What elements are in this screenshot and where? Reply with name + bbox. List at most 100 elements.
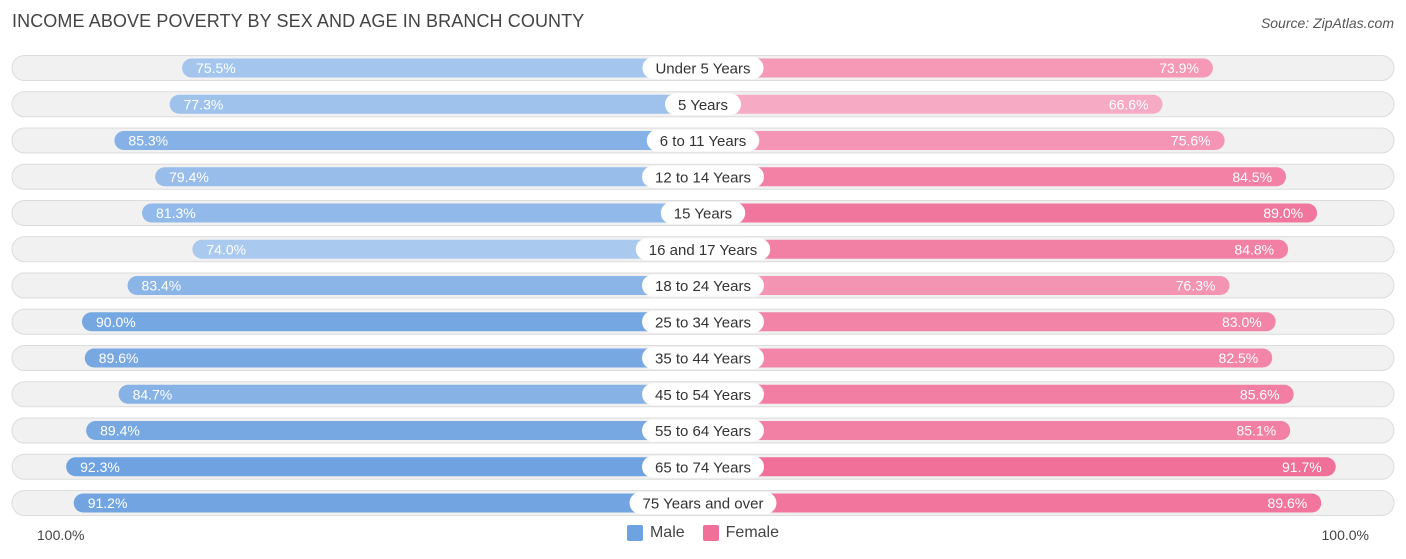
legend-swatch-male bbox=[626, 525, 643, 541]
chart-row: 92.3% 91.7% 65 to 74 Years bbox=[11, 453, 1395, 480]
category-pill bbox=[664, 93, 742, 116]
bar-female[interactable] bbox=[703, 384, 1294, 404]
bar-female[interactable] bbox=[703, 312, 1276, 332]
bar-male[interactable] bbox=[127, 276, 704, 295]
bar-male[interactable] bbox=[169, 94, 703, 114]
value-label-female: 91.7% bbox=[1282, 459, 1322, 475]
bar-female[interactable] bbox=[703, 239, 1289, 259]
bar-male[interactable] bbox=[142, 203, 703, 223]
category-label: 35 to 44 Years bbox=[655, 351, 751, 368]
value-label-female: 84.5% bbox=[1232, 169, 1272, 185]
category-pill bbox=[635, 238, 771, 261]
bar-male[interactable] bbox=[192, 239, 703, 259]
value-label-female: 73.9% bbox=[1159, 60, 1199, 76]
value-label-female: 83.0% bbox=[1222, 314, 1262, 330]
value-label-male: 83.4% bbox=[142, 278, 182, 294]
category-label: 6 to 11 Years bbox=[660, 133, 746, 150]
value-label-female: 66.6% bbox=[1109, 96, 1149, 112]
category-pill bbox=[642, 455, 764, 478]
chart-row: 90.0% 83.0% 25 to 34 Years bbox=[11, 308, 1395, 335]
bar-female[interactable] bbox=[703, 457, 1336, 477]
category-label: 12 to 14 Years bbox=[655, 169, 751, 186]
bar-female[interactable] bbox=[703, 276, 1230, 295]
category-pill bbox=[642, 165, 764, 188]
bar-male[interactable] bbox=[118, 384, 703, 404]
value-label-female: 75.6% bbox=[1171, 133, 1211, 149]
chart-row: 91.2% 89.6% 75 Years and over bbox=[11, 490, 1395, 516]
value-label-female: 85.1% bbox=[1236, 423, 1276, 439]
chart-row: 75.5% 73.9% Under 5 Years bbox=[11, 55, 1395, 81]
chart-row: 79.4% 84.5% 12 to 14 Years bbox=[11, 163, 1395, 190]
chart-row: 81.3% 89.0% 15 Years bbox=[11, 200, 1395, 226]
bar-male[interactable] bbox=[114, 131, 704, 150]
legend-swatch-female bbox=[702, 525, 719, 541]
category-label: 16 and 17 Years bbox=[649, 242, 757, 259]
bar-female[interactable] bbox=[703, 131, 1225, 150]
chart-row: 83.4% 76.3% 18 to 24 Years bbox=[11, 272, 1395, 299]
value-label-female: 89.6% bbox=[1268, 495, 1308, 511]
value-label-female: 85.6% bbox=[1240, 386, 1280, 402]
bar-female[interactable] bbox=[703, 203, 1318, 223]
category-label: 18 to 24 Years bbox=[655, 278, 751, 295]
legend-item-female[interactable]: Female bbox=[702, 524, 780, 542]
category-pill bbox=[642, 383, 764, 406]
category-pill bbox=[642, 347, 764, 369]
category-label: 5 Years bbox=[678, 97, 728, 114]
value-label-male: 85.3% bbox=[128, 133, 168, 149]
bar-female[interactable] bbox=[703, 348, 1273, 368]
category-label: 55 to 64 Years bbox=[655, 423, 751, 440]
bar-male[interactable] bbox=[155, 167, 703, 187]
bar-female[interactable] bbox=[703, 421, 1291, 440]
legend-item-male[interactable]: Male bbox=[626, 524, 685, 542]
category-label: 45 to 54 Years bbox=[655, 387, 751, 404]
category-pill bbox=[642, 274, 764, 297]
category-label: 75 Years and over bbox=[643, 496, 764, 513]
bar-female[interactable] bbox=[703, 58, 1213, 78]
value-label-female: 82.5% bbox=[1219, 350, 1259, 366]
bar-female[interactable] bbox=[703, 167, 1287, 187]
category-label: 25 to 34 Years bbox=[655, 314, 751, 331]
bar-female[interactable] bbox=[703, 94, 1163, 114]
legend-label-female: Female bbox=[725, 524, 780, 541]
legend-label-male: Male bbox=[649, 524, 685, 541]
bar-female[interactable] bbox=[703, 493, 1322, 513]
chart-row: 74.0% 84.8% 16 and 17 Years bbox=[11, 236, 1395, 263]
category-pill bbox=[629, 492, 777, 514]
value-label-male: 84.7% bbox=[133, 386, 173, 402]
value-label-female: 89.0% bbox=[1263, 205, 1303, 221]
category-pill bbox=[642, 310, 764, 333]
legend: Male Female bbox=[0, 524, 1406, 542]
axis-right-label: 100.0% bbox=[1321, 527, 1369, 543]
value-label-male: 75.5% bbox=[196, 60, 236, 76]
value-label-male: 79.4% bbox=[169, 169, 209, 185]
chart-row: 77.3% 66.6% 5 Years bbox=[11, 91, 1395, 118]
value-label-male: 92.3% bbox=[80, 459, 120, 475]
bar-male[interactable] bbox=[84, 348, 703, 368]
value-label-female: 76.3% bbox=[1176, 278, 1216, 294]
category-pill bbox=[660, 202, 746, 224]
bar-male[interactable] bbox=[73, 493, 704, 513]
value-label-male: 89.4% bbox=[100, 423, 140, 439]
chart-row: 89.6% 82.5% 35 to 44 Years bbox=[11, 345, 1395, 371]
value-label-female: 84.8% bbox=[1234, 241, 1274, 257]
value-label-male: 81.3% bbox=[156, 205, 196, 221]
value-label-male: 91.2% bbox=[88, 495, 128, 511]
chart-title: INCOME ABOVE POVERTY BY SEX AND AGE IN B… bbox=[12, 11, 585, 31]
chart-row: 89.4% 85.1% 55 to 64 Years bbox=[11, 417, 1395, 444]
category-pill bbox=[642, 419, 764, 442]
axis-left-label: 100.0% bbox=[37, 527, 85, 543]
source-label: Source: ZipAtlas.com bbox=[1260, 15, 1394, 31]
value-label-male: 77.3% bbox=[184, 96, 224, 112]
category-pill bbox=[642, 57, 764, 79]
category-pill bbox=[646, 129, 760, 152]
value-label-male: 90.0% bbox=[96, 314, 136, 330]
bar-male[interactable] bbox=[86, 421, 703, 440]
bar-male[interactable] bbox=[182, 58, 704, 78]
chart-row: 85.3% 75.6% 6 to 11 Years bbox=[11, 127, 1395, 154]
value-label-male: 89.6% bbox=[99, 350, 139, 366]
category-label: 15 Years bbox=[674, 206, 732, 223]
chart-row: 84.7% 85.6% 45 to 54 Years bbox=[11, 381, 1395, 408]
category-label: Under 5 Years bbox=[655, 61, 750, 78]
bar-male[interactable] bbox=[82, 312, 703, 332]
bar-male[interactable] bbox=[66, 457, 703, 477]
